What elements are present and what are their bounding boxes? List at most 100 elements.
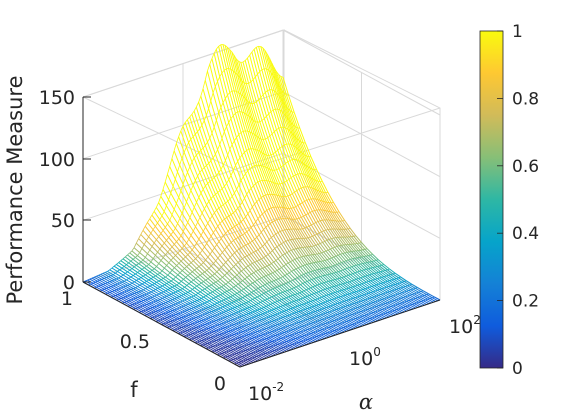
surface-line	[416, 301, 419, 304]
surface-line	[221, 72, 228, 96]
surface-line	[216, 301, 220, 304]
surface-line	[396, 288, 403, 294]
surface-line	[292, 294, 296, 296]
surface-line	[381, 276, 388, 282]
surface-line	[257, 286, 261, 289]
surface-line	[198, 238, 205, 248]
surface-line	[300, 161, 304, 164]
surface-line	[188, 190, 192, 197]
surface-line	[217, 255, 221, 259]
surface-line	[127, 284, 134, 290]
surface-line	[146, 293, 153, 298]
surface-line	[348, 236, 356, 245]
surface-line	[325, 267, 333, 274]
surface-line	[149, 218, 156, 227]
surface-line	[241, 198, 245, 203]
surface-line	[193, 295, 200, 301]
surface-line	[167, 311, 171, 313]
surface-line	[210, 100, 217, 121]
surface-line	[231, 353, 235, 356]
surface-line	[286, 178, 290, 182]
surface-line	[257, 308, 260, 311]
surface-line	[162, 254, 166, 258]
surface-line	[173, 303, 176, 306]
surface-line	[376, 283, 379, 286]
surface-line	[308, 312, 311, 314]
surface-line	[129, 268, 133, 271]
surface-line	[322, 323, 330, 328]
surface-line	[156, 236, 160, 240]
surface-line	[198, 150, 202, 153]
surface-line	[337, 237, 345, 246]
surface-line	[247, 130, 251, 133]
surface-line	[212, 315, 216, 317]
surface-line	[324, 241, 331, 250]
surface-line	[266, 317, 273, 322]
surface-line	[222, 327, 226, 329]
surface-line	[291, 301, 298, 307]
surface-line	[249, 102, 256, 122]
surface-line	[343, 300, 350, 306]
surface-line	[151, 284, 159, 289]
surface-line	[316, 291, 319, 293]
surface-line	[133, 298, 140, 303]
surface-line	[259, 294, 262, 297]
surface-line	[169, 286, 173, 289]
surface-line	[268, 239, 276, 249]
surface-line	[350, 258, 357, 266]
surface-line	[373, 272, 377, 274]
surface-line	[269, 297, 276, 303]
surface-line	[327, 287, 330, 289]
surface-line	[330, 247, 333, 250]
surface-line	[262, 266, 265, 269]
surface-line	[293, 268, 297, 271]
surface-line	[258, 302, 261, 304]
surface-line	[386, 286, 393, 292]
surface-line	[282, 327, 289, 332]
surface-line	[164, 181, 172, 194]
surface-line	[338, 307, 342, 310]
surface-line	[313, 293, 320, 299]
surface-line	[243, 267, 247, 270]
surface-line	[171, 244, 175, 248]
surface-line	[265, 194, 269, 196]
surface-line	[349, 314, 356, 319]
surface-line	[201, 329, 205, 331]
surface-line	[225, 297, 229, 300]
surface-line	[265, 343, 272, 348]
surface-line	[296, 311, 299, 313]
surface-line	[214, 175, 217, 178]
surface-line	[324, 288, 332, 295]
surface-line	[201, 330, 208, 335]
surface-line	[259, 247, 267, 257]
surface-line	[291, 249, 294, 251]
surface-line	[259, 180, 263, 182]
surface-line	[203, 296, 210, 302]
surface-line	[220, 348, 227, 353]
surface-line	[316, 315, 319, 317]
surface-line	[244, 294, 248, 297]
surface-line	[321, 308, 328, 313]
surface-line	[226, 270, 230, 274]
surface-line	[281, 310, 285, 313]
surface-line	[285, 282, 289, 284]
surface-line	[167, 223, 174, 232]
surface-line	[329, 299, 333, 301]
surface-line	[177, 272, 181, 276]
surface-line	[279, 206, 287, 219]
surface-line	[182, 310, 185, 313]
surface-line	[232, 348, 236, 350]
surface-line	[329, 273, 336, 280]
surface-line	[352, 272, 356, 274]
surface-line	[356, 257, 364, 264]
surface-line	[213, 340, 220, 345]
surface-line	[271, 331, 278, 336]
surface-line	[354, 323, 361, 328]
surface-line	[146, 240, 153, 247]
surface-line	[245, 216, 252, 228]
surface-line	[371, 306, 375, 309]
surface-line	[288, 272, 296, 280]
surface-line	[333, 297, 337, 300]
surface-line	[275, 183, 278, 185]
surface-line	[258, 354, 262, 357]
